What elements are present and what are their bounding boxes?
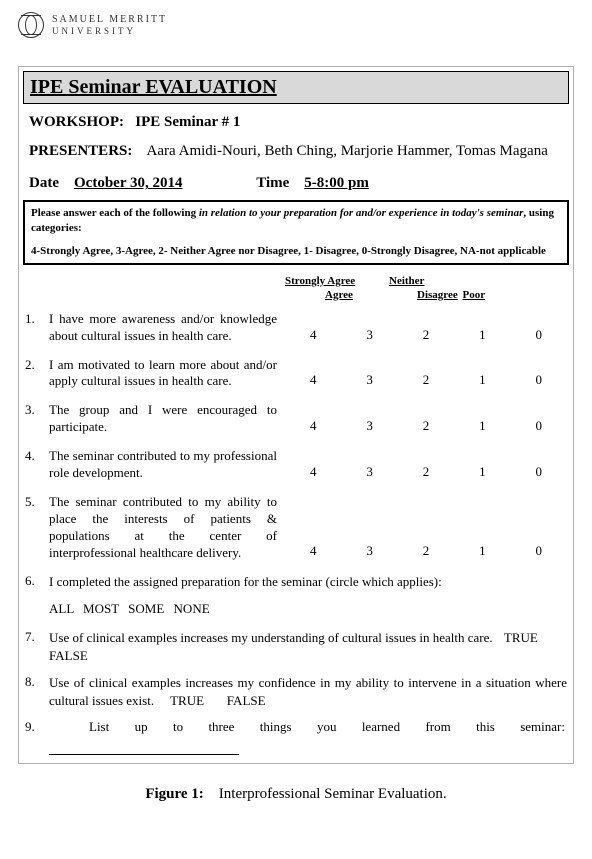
figure-label: Figure 1: [145,786,203,802]
q8-true[interactable]: TRUE [170,693,204,708]
question-8: 8. Use of clinical examples increases my… [25,674,567,709]
q-scale[interactable]: 4 3 2 1 0 [285,372,567,390]
evaluation-form: IPE Seminar EVALUATION WORKSHOP: IPE Sem… [18,66,574,764]
workshop-line: WORKSHOP: IPE Seminar # 1 [29,114,563,131]
q9-num: 9. [25,719,49,735]
presenters-label: PRESENTERS: [29,143,132,159]
scale-option[interactable]: 2 [409,464,443,480]
workshop-label: WORKSHOP: [29,114,124,130]
scale-option[interactable]: 4 [296,543,330,559]
likert-question: 5.The seminar contributed to my ability … [25,494,567,562]
hdr-agree: Agree [325,289,385,301]
q8-false[interactable]: FALSE [227,693,266,708]
q-text: The seminar contributed to my ability to… [49,494,285,562]
logo-mark-icon [18,12,44,38]
likert-question: 1.I have more awareness and/or knowledge… [25,311,567,345]
q8-num: 8. [25,674,49,690]
time-label: Time [256,175,289,191]
date-label: Date [29,175,59,191]
scale-header-row1: Strongly Agree Neither [25,275,567,287]
scale-option[interactable]: 4 [296,464,330,480]
hdr-neither: Neither [375,275,445,287]
instr-lead: Please answer each of the following [31,207,199,219]
instruction-box: Please answer each of the following in r… [23,200,569,265]
scale-option[interactable]: 4 [296,327,330,343]
scale-option[interactable]: 1 [465,372,499,388]
figure-caption: Figure 1: Interprofessional Seminar Eval… [18,786,574,803]
q-scale[interactable]: 4 3 2 1 0 [285,418,567,436]
q-number: 4. [25,448,49,464]
scale-option[interactable]: 2 [409,418,443,434]
q8-text: Use of clinical examples increases my co… [49,675,567,708]
q-text: The seminar contributed to my profession… [49,448,285,482]
logo-line2: UNIVERSITY [52,27,167,36]
q7-num: 7. [25,629,49,645]
form-title: IPE Seminar EVALUATION [23,71,569,104]
scale-option[interactable]: 1 [465,418,499,434]
scale-option[interactable]: 0 [522,418,556,434]
date-time-line: Date October 30, 2014 Time 5-8:00 pm [29,175,563,192]
likert-question: 3.The group and I were encouraged to par… [25,402,567,436]
presenters-value: Aara Amidi-Nouri, Beth Ching, Marjorie H… [147,143,548,159]
scale-option[interactable]: 3 [353,543,387,559]
q-number: 5. [25,494,49,510]
figure-text: Interprofessional Seminar Evaluation. [219,786,447,802]
q-scale[interactable]: 4 3 2 1 0 [285,327,567,345]
q-number: 2. [25,357,49,373]
q6-options[interactable]: ALL MOST SOME NONE [49,601,567,617]
q-number: 3. [25,402,49,418]
scale-option[interactable]: 4 [296,418,330,434]
q-text: The group and I were encouraged to parti… [49,402,285,436]
time-value: 5-8:00 pm [304,175,369,191]
scale-option[interactable]: 0 [522,327,556,343]
scale-option[interactable]: 2 [409,372,443,388]
workshop-value: IPE Seminar # 1 [135,114,240,130]
form-title-text: IPE Seminar EVALUATION [30,76,277,98]
instr-italic: in relation to your preparation for and/… [199,207,524,219]
scale-option[interactable]: 2 [409,543,443,559]
q9-blank-line[interactable] [49,741,239,755]
university-logo: SAMUEL MERRITT UNIVERSITY [18,12,574,38]
logo-line1: SAMUEL MERRITT [52,15,167,25]
scale-option[interactable]: 0 [522,543,556,559]
scale-option[interactable]: 1 [465,543,499,559]
q-text: I have more awareness and/or knowledge a… [49,311,285,345]
scale-option[interactable]: 0 [522,464,556,480]
q6-num: 6. [25,573,49,589]
scale-option[interactable]: 1 [465,464,499,480]
q-number: 1. [25,311,49,327]
scale-option[interactable]: 3 [353,418,387,434]
q-scale[interactable]: 4 3 2 1 0 [285,464,567,482]
scale-option[interactable]: 3 [353,464,387,480]
question-7: 7. Use of clinical examples increases my… [25,629,567,664]
question-6: 6. I completed the assigned preparation … [25,573,567,591]
question-9: 9. List up to three things you learned f… [25,719,567,735]
q6-text: I completed the assigned preparation for… [49,573,567,591]
q-scale[interactable]: 4 3 2 1 0 [285,543,567,561]
instr-scale: 4-Strongly Agree, 3-Agree, 2- Neither Ag… [31,244,561,259]
date-value: October 30, 2014 [74,175,182,191]
likert-question: 4.The seminar contributed to my professi… [25,448,567,482]
hdr-strongly-agree: Strongly Agree [285,275,375,287]
scale-option[interactable]: 4 [296,372,330,388]
hdr-poor: Poor [462,289,485,301]
scale-option[interactable]: 3 [353,327,387,343]
q-text: I am motivated to learn more about and/o… [49,357,285,391]
likert-question: 2.I am motivated to learn more about and… [25,357,567,391]
scale-option[interactable]: 3 [353,372,387,388]
scale-option[interactable]: 1 [465,327,499,343]
q7-text: Use of clinical examples increases my un… [49,630,493,645]
hdr-disagree: Disagree [417,289,458,301]
scale-header-row2: Agree Disagree Poor [25,289,567,301]
q9-text: List up to three things you learned from… [49,719,567,735]
presenters-line: PRESENTERS: Aara Amidi-Nouri, Beth Ching… [29,141,563,161]
scale-option[interactable]: 0 [522,372,556,388]
scale-option[interactable]: 2 [409,327,443,343]
